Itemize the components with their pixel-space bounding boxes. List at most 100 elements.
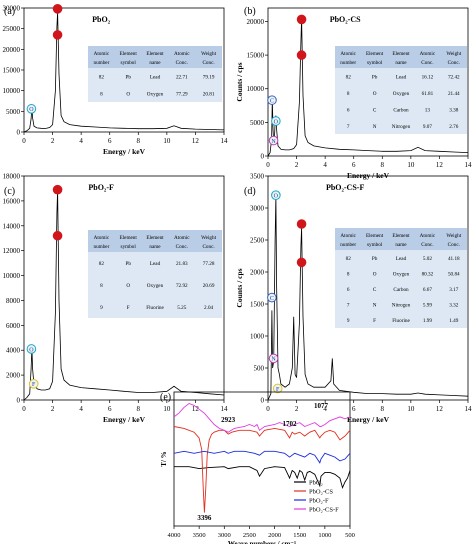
table-cell: C	[373, 107, 377, 113]
table-header: number	[340, 60, 356, 66]
marker-dot	[52, 184, 63, 195]
table-header: Atomic	[174, 51, 190, 57]
x-tick-label: 0	[266, 161, 270, 169]
x-tick-label: 6	[352, 161, 356, 169]
y-tick-label: 18000	[3, 173, 21, 181]
table-cell: Pb	[125, 75, 131, 81]
table-cell: N	[373, 124, 377, 130]
marker-dot	[26, 344, 37, 354]
table-header: Element	[120, 235, 138, 241]
peak-marker-pb	[296, 14, 307, 25]
table-cell: 20.69	[203, 283, 215, 289]
table-cell: 72.42	[448, 74, 460, 80]
spectrum-line	[23, 12, 225, 133]
y-tick-label: 14000	[3, 222, 21, 230]
table-cell: Pb	[125, 261, 131, 267]
table-header: symbol	[121, 244, 137, 250]
legend-entry: PbO₂-F	[309, 498, 329, 505]
table-header: Atomic	[340, 233, 356, 239]
ftir-series-line	[173, 426, 351, 513]
table-header: Conc.	[202, 244, 214, 250]
table-cell: 77.28	[203, 261, 215, 267]
y-tick-label: 12000	[3, 247, 21, 255]
table-cell: 13	[425, 107, 431, 113]
table-cell: 6	[347, 287, 350, 293]
table-header: Weight	[201, 51, 216, 57]
x-tick-label: 2	[51, 137, 55, 145]
y-tick-label: 3500	[250, 173, 265, 181]
table-cell: Lead	[150, 75, 161, 81]
legend: PbO₂ PbO₂-CS PbO₂-F PbO₂-CS-F	[294, 480, 339, 514]
peak-marker-o: O	[26, 344, 37, 354]
x-axis-label: Weave numbers / cm⁻¹	[228, 540, 296, 544]
table-cell: 22.71	[176, 75, 188, 81]
marker-element: O	[29, 347, 34, 353]
x-tick-label: 14	[221, 137, 229, 145]
peak-marker-o: O	[271, 190, 281, 200]
ftir-series-line	[173, 450, 351, 464]
legend-entry: PbO₂-CS	[309, 489, 333, 496]
legend-entry: PbO₂-CS-F	[309, 507, 339, 514]
y-tick-label: 6000	[6, 322, 21, 330]
x-axis-label: Energy / keV	[347, 171, 390, 180]
y-tick-label: 16000	[3, 197, 21, 205]
table-cell: 3.17	[449, 287, 458, 293]
y-tick-label: 0	[261, 153, 265, 161]
marker-dot	[296, 14, 307, 25]
table-header: Element	[120, 51, 138, 57]
x-tick-label: 8	[381, 161, 385, 169]
table-header: number	[340, 242, 356, 248]
marker-dot	[271, 190, 281, 200]
y-tick-label: 10000	[3, 87, 21, 95]
y-tick-label: 0	[17, 397, 21, 405]
peak-annotation: 1702	[283, 420, 298, 428]
table-cell: Pb	[372, 74, 378, 80]
peak-marker-f: F	[28, 379, 39, 389]
plot-frame	[173, 391, 351, 527]
y-axis-label: T/ %	[160, 451, 168, 466]
table-header: Weight	[446, 51, 461, 57]
table-body-bg	[335, 68, 467, 134]
x-tick-label: 2000	[268, 532, 281, 539]
table-cell: 1.49	[449, 318, 458, 324]
table-cell: 7	[347, 124, 350, 130]
table-cell: Fluorine	[146, 305, 164, 311]
x-tick-label: 1000	[318, 532, 331, 539]
panel-label: (e)	[160, 392, 171, 403]
marker-dot	[267, 292, 277, 303]
table-header-bg	[335, 46, 467, 68]
x-tick-label: 10	[163, 405, 171, 413]
y-tick-label: 2000	[250, 269, 265, 277]
table-cell: Nitrogen	[392, 124, 411, 130]
peak-marker-pb	[52, 4, 63, 14]
composition-table: Atomic number Element symbol Element name Atom…	[335, 228, 467, 328]
table-cell: 50.84	[448, 271, 460, 277]
table-header: Conc.	[421, 60, 433, 66]
table-header: Element	[146, 51, 164, 57]
composition-table: Atomic number Element symbol Element name Atom…	[335, 46, 467, 134]
y-tick-label: 3000	[250, 205, 265, 213]
peak-marker-pb	[296, 219, 307, 229]
table-cell: C	[373, 287, 377, 293]
table-header: Atomic	[420, 51, 436, 57]
table-body-bg	[88, 252, 222, 318]
table-cell: 72.92	[176, 283, 188, 289]
table-cell: 21.83	[176, 261, 188, 267]
table-cell: 77.29	[176, 92, 188, 98]
y-tick-label: 5000	[250, 119, 265, 127]
y-tick-label: 2000	[6, 372, 21, 380]
x-tick-label: 6	[352, 405, 356, 413]
table-header: Atomic	[94, 51, 110, 57]
table-cell: 16.12	[422, 74, 434, 80]
marker-element: F	[32, 382, 36, 388]
x-tick-label: 10	[407, 405, 415, 413]
legend-entry: PbO₂	[309, 480, 323, 487]
table-cell: Lead	[396, 74, 407, 80]
peak-marker-pb	[52, 184, 63, 195]
table-cell: 1.99	[423, 318, 432, 324]
x-tick-label: 4	[79, 405, 83, 413]
peak-marker-c: C	[267, 95, 277, 105]
table-cell: O	[373, 271, 377, 277]
y-tick-label: 5000	[6, 108, 21, 116]
x-tick-label: 3500	[193, 532, 206, 539]
